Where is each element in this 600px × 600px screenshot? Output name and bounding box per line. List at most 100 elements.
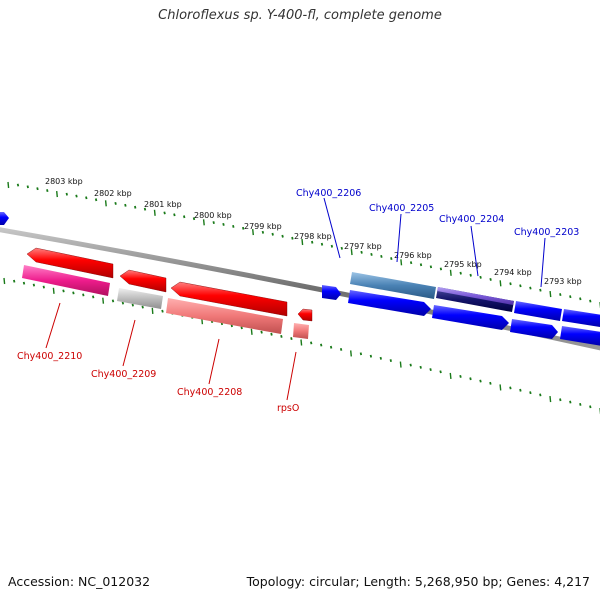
gene-arrow-chy400-2206[interactable]	[348, 290, 431, 316]
scale-tick	[143, 207, 147, 211]
leader-line	[540, 237, 546, 288]
scale-tick	[3, 277, 6, 285]
gene-label-chy400-2206[interactable]: Chy400_2206	[296, 188, 361, 199]
scale-tick	[46, 189, 49, 193]
scale-tick	[310, 341, 313, 345]
gene-label-chy400-2204[interactable]: Chy400_2204	[439, 214, 504, 225]
scale-tick	[260, 330, 263, 334]
scale-tick	[399, 361, 402, 368]
scale-tick	[252, 229, 254, 236]
leader-line	[323, 197, 341, 259]
scale-tick	[22, 281, 26, 285]
scale-tick	[301, 238, 304, 246]
scale-tick	[469, 377, 472, 381]
feature-bar-chy400-2210[interactable]	[22, 265, 110, 296]
gene-label-rpso[interactable]: rpsO	[277, 403, 299, 414]
scale-tick	[131, 303, 134, 307]
feature-bar-chy400-2204[interactable]	[437, 287, 514, 305]
scale-tick	[202, 219, 205, 226]
scale-tick	[539, 393, 542, 397]
gene-label-chy400-2203[interactable]: Chy400_2203	[514, 227, 579, 238]
feature-bar-chy400-2208[interactable]	[166, 298, 283, 334]
gene-label-chy400-2208[interactable]: Chy400_2208	[177, 387, 242, 398]
gene-arrow-small[interactable]	[322, 285, 341, 300]
feature-bar-chy400-2203[interactable]	[514, 301, 562, 321]
scale-tick	[163, 211, 166, 215]
scale-tick	[52, 287, 55, 294]
feature-bar-chy400-2206[interactable]	[350, 272, 436, 299]
gene-arrow-chy400-2209[interactable]	[119, 269, 167, 293]
scale-tick	[439, 370, 442, 374]
scale-tick	[539, 288, 542, 292]
scale-tick	[360, 250, 363, 254]
scale-tick	[359, 352, 363, 356]
scale-tick	[589, 405, 592, 409]
kbp-label: 2793 kbp	[544, 277, 582, 286]
scale-tick	[499, 280, 502, 287]
scale-tick	[62, 289, 65, 293]
topology-text: Topology: circular; Length: 5,268,950 bp…	[246, 574, 590, 589]
gene-arrow-chy400-2210[interactable]	[26, 247, 114, 279]
scale-tick	[509, 386, 512, 390]
scale-tick	[549, 396, 552, 403]
scale-tick	[75, 194, 78, 198]
scale-tick	[569, 295, 572, 299]
scale-tick	[320, 343, 323, 347]
scale-tick	[449, 269, 452, 276]
scale-tick	[320, 242, 324, 246]
kbp-label: 2795 kbp	[444, 260, 482, 269]
gene-label-chy400-2205[interactable]: Chy400_2205	[369, 203, 434, 214]
feature-bar-rpso[interactable]	[293, 323, 309, 339]
scale-tick	[589, 299, 592, 303]
accession-text: Accession: NC_012032	[8, 574, 151, 589]
gene-arrow-chy400-2203[interactable]	[560, 326, 600, 346]
inner-scale-ticks	[3, 277, 600, 415]
kbp-label: 2803 kbp	[45, 177, 83, 186]
scale-tick	[82, 293, 85, 297]
scale-tick	[340, 246, 343, 250]
feature-bar-chy400-2209[interactable]	[117, 288, 163, 309]
scale-tick	[271, 232, 274, 236]
kbp-label: 2794 kbp	[494, 268, 532, 277]
scale-tick	[529, 391, 532, 395]
scale-tick	[350, 350, 352, 357]
scale-tick	[32, 283, 36, 287]
scale-tick	[173, 213, 176, 217]
kbp-label: 2799 kbp	[244, 222, 282, 231]
scale-tick	[369, 354, 373, 358]
kbp-label: 2801 kbp	[144, 200, 182, 209]
gene-arrow-rpso[interactable]	[297, 308, 313, 322]
reverse-strand-genes	[26, 247, 313, 322]
scale-tick	[104, 200, 107, 207]
scale-tick	[92, 295, 95, 299]
gene-label-chy400-2209[interactable]: Chy400_2209	[91, 369, 156, 380]
gene-arrow-edge[interactable]	[0, 212, 9, 225]
scale-tick	[579, 297, 582, 301]
gene-label-chy400-2210[interactable]: Chy400_2210	[17, 351, 82, 362]
scale-tick	[270, 332, 273, 336]
scale-tick	[114, 201, 117, 205]
scale-tick	[212, 221, 215, 225]
scale-tick	[579, 402, 582, 406]
scale-tick	[134, 205, 137, 209]
gene-arrow-chy400-2205[interactable]	[432, 305, 509, 330]
map-title: Chloroflexus sp. Y-400-fl, complete geno…	[158, 8, 442, 23]
scale-tick	[339, 347, 343, 351]
scale-tick	[409, 261, 413, 265]
scale-tick	[559, 293, 562, 297]
scale-tick	[94, 198, 98, 202]
scale-tick	[489, 277, 492, 281]
scale-tick	[519, 388, 522, 392]
leader-line	[45, 302, 61, 349]
scale-tick	[519, 284, 522, 288]
scale-tick	[400, 259, 403, 266]
scale-tick	[124, 203, 127, 207]
gene-arrow-chy400-2204[interactable]	[510, 319, 558, 339]
scale-tick	[350, 249, 353, 256]
forward-strand-genes	[322, 285, 600, 346]
gene-arrow-chy400-2208[interactable]	[170, 281, 288, 317]
scale-tick	[141, 305, 144, 309]
scale-tick	[151, 307, 154, 314]
scale-tick	[280, 334, 283, 338]
feature-bar-edge[interactable]	[562, 309, 600, 327]
